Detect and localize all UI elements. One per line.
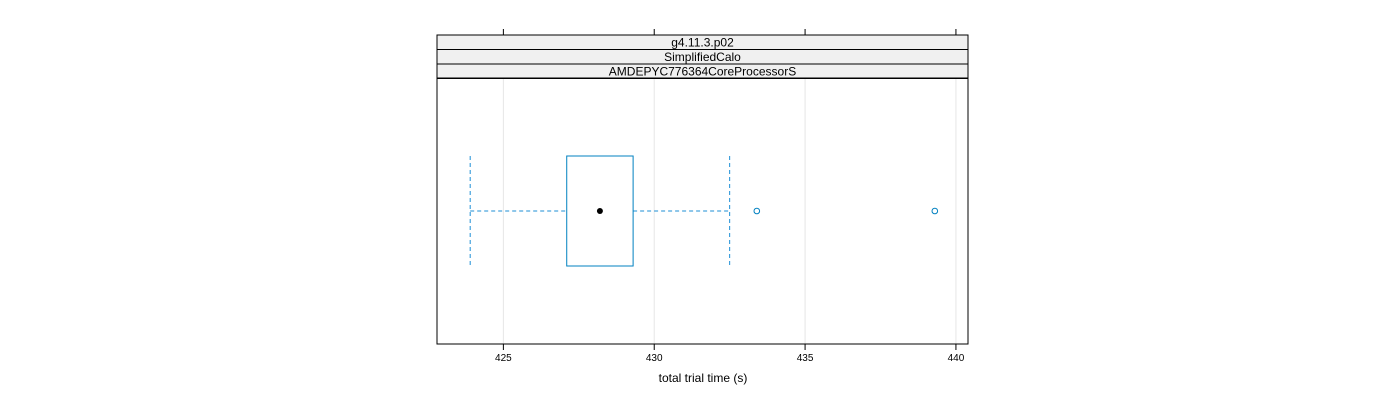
- x-tick-label: 430: [646, 353, 663, 364]
- x-axis-title: total trial time (s): [659, 371, 748, 385]
- outlier-point: [753, 207, 761, 215]
- median-dot: [596, 208, 603, 214]
- x-tick-label: 440: [948, 353, 965, 364]
- panel-frame: [436, 77, 969, 345]
- strip-headers: g4.11.3.p02SimplifiedCaloAMDEPYC776364Co…: [436, 34, 969, 79]
- grid-lines: [502, 78, 957, 344]
- x-axis: 425 430 435 440: [495, 29, 965, 364]
- strip-label: AMDEPYC776364CoreProcessorS: [609, 65, 796, 79]
- x-tick-label: 425: [495, 353, 512, 364]
- iqr-box: [566, 155, 634, 267]
- strip-label: g4.11.3.p02: [671, 36, 734, 50]
- strip-label: SimplifiedCalo: [664, 50, 741, 64]
- x-tick-label: 435: [797, 353, 814, 364]
- outlier-point: [931, 207, 939, 215]
- data-layer: [469, 155, 939, 267]
